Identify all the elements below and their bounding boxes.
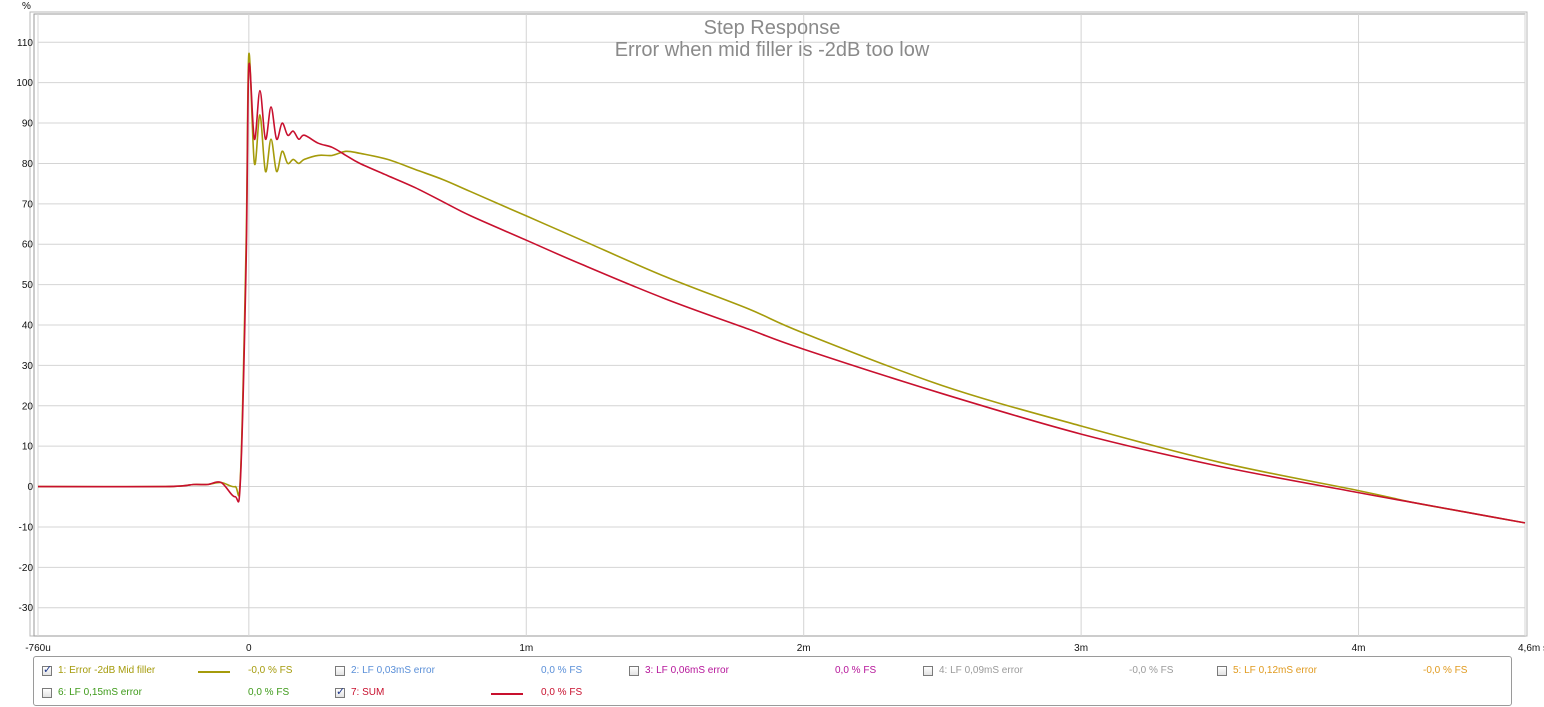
checkmark-icon: ✓ <box>336 686 346 698</box>
legend-item: 6: LF 0,15mS error 0,0 % FS <box>42 687 332 702</box>
legend-swatch <box>491 693 523 695</box>
grid <box>37 14 1526 636</box>
legend-label: 1: Error -2dB Mid filler <box>58 665 156 676</box>
legend-label: 6: LF 0,15mS error <box>58 687 142 698</box>
legend-value: 0,0 % FS <box>541 665 583 676</box>
y-tick-label: 10 <box>22 442 34 453</box>
legend-checkbox[interactable] <box>1217 666 1227 676</box>
y-tick-label: 50 <box>22 280 34 291</box>
legend: ✓ 1: Error -2dB Mid filler -0,0 % FS 2: LF … <box>33 656 1512 706</box>
legend-value: -0,0 % FS <box>248 665 293 676</box>
legend-item: ✓ 1: Error -2dB Mid filler -0,0 % FS <box>42 664 332 680</box>
legend-checkbox[interactable] <box>335 666 345 676</box>
legend-value: 0,0 % FS <box>541 687 583 698</box>
x-tick-label: 2m <box>797 643 811 654</box>
y-tick-label: 30 <box>22 361 34 372</box>
legend-value: 0,0 % FS <box>248 687 290 698</box>
x-tick-label: 4,6m s <box>1518 643 1544 654</box>
series-line-7 <box>37 62 1526 524</box>
legend-checkbox[interactable] <box>42 688 52 698</box>
legend-checkbox[interactable] <box>923 666 933 676</box>
y-tick-label: -10 <box>19 522 34 533</box>
y-tick-label: 60 <box>22 240 34 251</box>
y-axis-label: % <box>22 1 31 12</box>
legend-label: 4: LF 0,09mS error <box>939 665 1023 676</box>
legend-checkbox[interactable]: ✓ <box>335 686 346 698</box>
series-lines <box>37 52 1526 524</box>
y-tick-label: 100 <box>16 78 33 89</box>
legend-value: 0,0 % FS <box>835 665 877 676</box>
y-tick-label: 90 <box>22 119 34 130</box>
y-tick-label: 70 <box>22 199 34 210</box>
legend-item: 3: LF 0,06mS error 0,0 % FS <box>629 665 919 680</box>
legend-label: 3: LF 0,06mS error <box>645 665 729 676</box>
legend-label: 2: LF 0,03mS error <box>351 665 435 676</box>
x-tick-label: 0 <box>246 643 252 654</box>
x-tick-label: 4m <box>1352 643 1366 654</box>
legend-label: 7: SUM <box>351 687 385 698</box>
checkmark-icon: ✓ <box>43 664 53 676</box>
legend-checkbox[interactable] <box>629 666 639 676</box>
x-tick-label: 1m <box>519 643 533 654</box>
legend-swatch <box>198 671 230 673</box>
y-tick-label: 110 <box>17 38 33 49</box>
chart-subtitle: Error when mid filler is -2dB too low <box>615 39 930 61</box>
y-tick-label: -30 <box>19 603 34 614</box>
legend-checkbox[interactable]: ✓ <box>42 664 53 676</box>
y-tick-label: 0 <box>27 482 33 493</box>
x-tick-label: -760u <box>25 643 51 654</box>
y-tick-label: 40 <box>22 321 34 332</box>
y-tick-label: -20 <box>19 563 34 574</box>
x-tick-label: 3m <box>1074 643 1088 654</box>
legend-item: 2: LF 0,03mS error 0,0 % FS <box>335 665 625 680</box>
y-tick-label: 80 <box>22 159 34 170</box>
legend-value: -0,0 % FS <box>1129 665 1174 676</box>
y-tick-label: 20 <box>22 401 34 412</box>
legend-item: 5: LF 0,12mS error -0,0 % FS <box>1217 665 1507 680</box>
legend-item: ✓ 7: SUM 0,0 % FS <box>335 686 625 702</box>
legend-item: 4: LF 0,09mS error -0,0 % FS <box>923 665 1213 680</box>
chart-title: Step Response <box>704 17 841 39</box>
legend-label: 5: LF 0,12mS error <box>1233 665 1317 676</box>
legend-value: -0,0 % FS <box>1423 665 1468 676</box>
x-tick-labels: -760u 0 1m 2m 3m 4m 4,6m s <box>25 643 1544 654</box>
